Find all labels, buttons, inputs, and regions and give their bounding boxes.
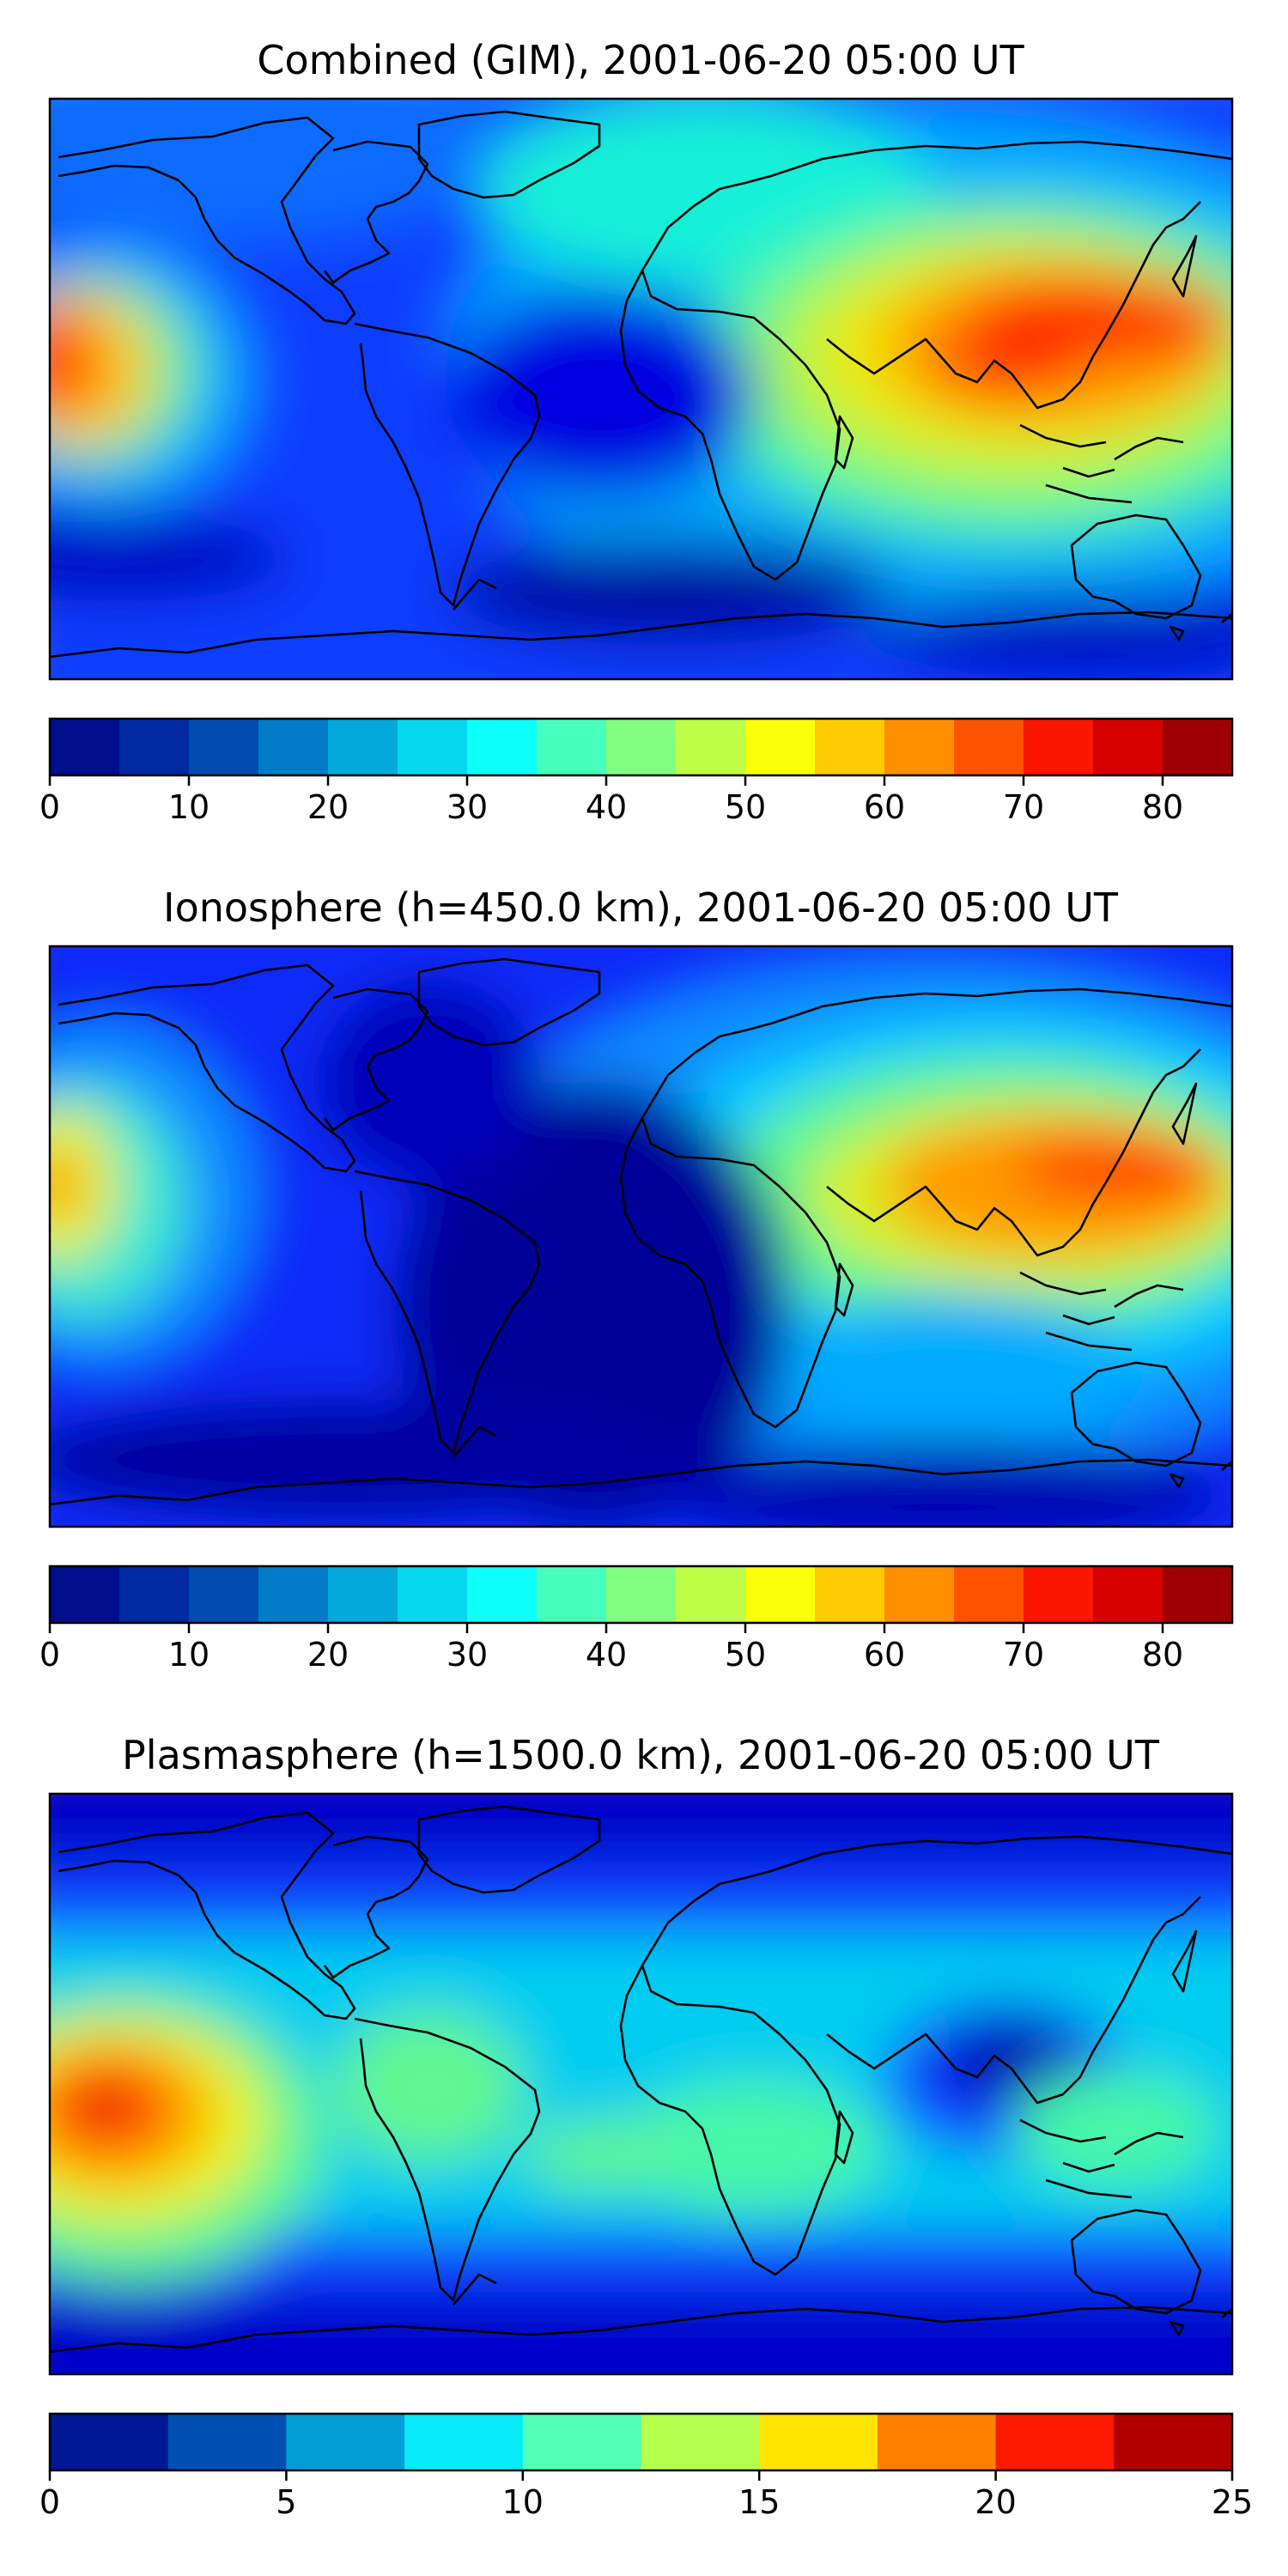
colorbar-frame — [48, 2412, 1234, 2472]
colorbar-bin — [759, 2414, 878, 2470]
colorbar-bin — [1024, 719, 1094, 775]
colorbar-bin — [676, 719, 746, 775]
colorbar-bin — [1163, 719, 1233, 775]
colorbar-bin — [1114, 2414, 1233, 2470]
colorbar-bin — [258, 719, 329, 775]
panel-combined: Combined (GIM), 2001-06-20 05:00 UT — [39, 37, 1234, 826]
colorbar-bin — [641, 2414, 760, 2470]
colorbar-bin — [189, 1566, 259, 1623]
colorbar-bin — [167, 2414, 287, 2470]
panel-plasmasphere: Plasmasphere (h=1500.0 km), 2001-06-20 0… — [39, 1732, 1253, 2521]
colorbar-bin — [1024, 1566, 1094, 1623]
colorbar-tick: 40 — [586, 788, 627, 826]
colorbar-ticks: 0 5 10 15 20 25 — [39, 2483, 1253, 2521]
colorbar-tick: 70 — [1003, 1636, 1044, 1674]
colorbar-tick: 10 — [168, 1636, 210, 1674]
colorbar-bin — [258, 1566, 329, 1623]
colorbar-bin — [467, 719, 538, 775]
colorbar-ticks: 0 10 20 30 40 50 60 70 80 — [39, 788, 1183, 826]
colorbar-bin — [606, 1566, 677, 1623]
panel-ionosphere: Ionosphere (h=450.0 km), 2001-06-20 05:0… — [39, 884, 1234, 1674]
colorbar-tick: 10 — [168, 788, 210, 826]
tec-field-combined — [50, 99, 1232, 679]
colorbar-bin — [676, 1566, 746, 1623]
colorbar-tick: 60 — [864, 1636, 905, 1674]
colorbar-bin — [1093, 1566, 1163, 1623]
colorbar-tick: 80 — [1142, 1636, 1183, 1674]
colorbar-bin — [1163, 1566, 1233, 1623]
colorbar-bin — [954, 1566, 1024, 1623]
colorbar-tick: 30 — [447, 1636, 488, 1674]
colorbar-tick: 70 — [1003, 788, 1044, 826]
colorbar-tick: 25 — [1212, 2483, 1253, 2521]
colorbar-ticks: 0 10 20 30 40 50 60 70 80 — [39, 1636, 1183, 1674]
colorbar-bin — [398, 719, 468, 775]
colorbar-bin — [815, 1566, 885, 1623]
colorbar-tick: 60 — [864, 788, 905, 826]
colorbar-tick: 10 — [502, 2483, 544, 2521]
colorbar-tick: 15 — [738, 2483, 780, 2521]
map-frame — [48, 1792, 1234, 2376]
panel-title: Ionosphere (h=450.0 km), 2001-06-20 05:0… — [163, 884, 1119, 931]
colorbar-bin — [50, 719, 120, 775]
colorbar-tick: 50 — [725, 788, 766, 826]
colorbar-bin — [606, 719, 677, 775]
colorbar-tick: 30 — [447, 788, 488, 826]
colorbar-tick: 20 — [307, 788, 349, 826]
colorbar-bin — [328, 719, 398, 775]
tec-field-ionosphere — [50, 946, 1232, 1527]
colorbar-plasmasphere — [48, 2412, 1234, 2481]
colorbar-frame — [48, 717, 1234, 777]
colorbar-combined — [48, 717, 1234, 786]
colorbar-ionosphere — [48, 1564, 1234, 1633]
colorbar-bin — [328, 1566, 398, 1623]
colorbar-tick: 80 — [1142, 788, 1183, 826]
colorbar-tick: 5 — [276, 2483, 296, 2521]
colorbar-bin — [537, 719, 607, 775]
colorbar-bin — [537, 1566, 607, 1623]
map-frame — [48, 97, 1234, 681]
colorbar-bin — [884, 719, 955, 775]
colorbar-bin — [467, 1566, 538, 1623]
colorbar-bin — [404, 2414, 524, 2470]
colorbar-tick: 40 — [586, 1636, 627, 1674]
colorbar-tick: 50 — [725, 1636, 766, 1674]
colorbar-bin — [286, 2414, 405, 2470]
panel-title: Plasmasphere (h=1500.0 km), 2001-06-20 0… — [122, 1732, 1160, 1778]
colorbar-tick: 20 — [975, 2483, 1016, 2521]
colorbar-bin — [50, 1566, 120, 1623]
colorbar-bin — [995, 2414, 1115, 2470]
colorbar-bin — [1093, 719, 1163, 775]
colorbar-bin — [884, 1566, 955, 1623]
colorbar-bin — [119, 1566, 190, 1623]
colorbar-bin — [877, 2414, 997, 2470]
colorbar-bin — [398, 1566, 468, 1623]
colorbar-frame — [48, 1564, 1234, 1625]
colorbar-bin — [745, 719, 816, 775]
colorbar-bin — [815, 719, 885, 775]
colorbar-bin — [189, 719, 259, 775]
colorbar-bin — [522, 2414, 642, 2470]
colorbar-bin — [954, 719, 1024, 775]
colorbar-tick: 0 — [39, 1636, 60, 1674]
colorbar-bin — [50, 2414, 169, 2470]
colorbar-tick: 0 — [39, 2483, 60, 2521]
colorbar-bin — [745, 1566, 816, 1623]
colorbar-tick: 20 — [307, 1636, 349, 1674]
map-frame — [48, 945, 1234, 1528]
tec-field-plasmasphere — [50, 1794, 1232, 2374]
colorbar-bin — [119, 719, 190, 775]
colorbar-tick: 0 — [39, 788, 60, 826]
panel-title: Combined (GIM), 2001-06-20 05:00 UT — [257, 37, 1024, 83]
